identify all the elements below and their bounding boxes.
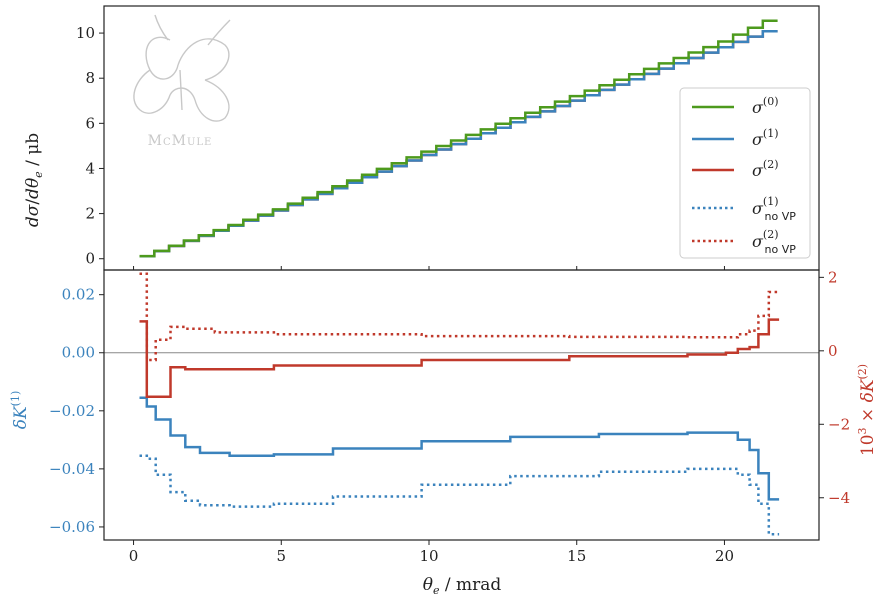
- bottom-panel-frame: [103, 269, 820, 541]
- bottom-left-y-tick-label: −0.02: [49, 402, 95, 420]
- logo-stroke: [154, 14, 169, 41]
- mcmule-logo-icon: [133, 14, 231, 122]
- series-line-dK2_novp: [139, 272, 780, 362]
- bottom-x-tick-label: 20: [715, 547, 734, 565]
- bottom-right-y-tick-label: −4: [828, 489, 850, 507]
- bottom-left-y-tick-label: 0.02: [62, 286, 95, 304]
- logo-stroke: [194, 79, 230, 122]
- logo-text: McMule: [148, 133, 213, 149]
- top-y-tick-label: 0: [85, 250, 95, 268]
- bottom-right-y-tick-label: 2: [828, 268, 838, 286]
- legend: σ(0) σ(1) σ(2) σ(1) no VP σ(2) no VP: [679, 87, 811, 259]
- legend-entry-sigma1: σ(1): [692, 127, 779, 149]
- series-line-sigma0: [139, 19, 778, 258]
- top-y-axis-label: dσ/dθe / μb: [23, 133, 45, 227]
- legend-box: [679, 87, 811, 259]
- series-line-dK2: [139, 318, 780, 398]
- logo-stroke: [133, 69, 171, 114]
- bottom-left-y-axis-label: δK(1): [9, 391, 31, 430]
- bottom-left-y-tick-label: −0.06: [49, 518, 95, 536]
- bottom-right-y-tick-label: 0: [828, 342, 838, 360]
- top-panel-axes: 0 2 4 6 8 10: [76, 24, 725, 270]
- top-panel-series: [139, 19, 778, 258]
- bottom-x-tick-label: 15: [567, 547, 586, 565]
- top-y-tick-label: 2: [85, 205, 95, 223]
- bottom-x-tick-label: 0: [129, 547, 139, 565]
- logo-stroke: [169, 87, 196, 101]
- legend-entry-sigma2-novp: σ(2) no VP: [692, 228, 796, 256]
- bottom-x-tick-label: 10: [419, 547, 438, 565]
- top-y-tick-label: 8: [85, 69, 95, 87]
- logo-stroke: [177, 38, 230, 81]
- top-y-tick-label: 10: [76, 24, 95, 42]
- x-axis-label: θe / mrad: [423, 575, 502, 597]
- bottom-x-tick-label: 5: [276, 547, 286, 565]
- series-line-dK1_novp: [139, 454, 780, 536]
- bottom-panel-series: [104, 272, 819, 536]
- bottom-right-y-tick-label: −2: [828, 415, 850, 433]
- bottom-left-y-tick-label: −0.04: [49, 460, 95, 478]
- logo-stroke: [145, 36, 179, 80]
- bottom-left-y-tick-label: 0.00: [62, 344, 95, 362]
- bottom-right-y-axis-label: 103 × δK(2): [856, 364, 878, 456]
- logo-stroke: [179, 69, 183, 111]
- series-line-dK1: [139, 396, 780, 501]
- logo-stroke: [207, 19, 231, 46]
- top-y-tick-label: 4: [85, 159, 95, 177]
- top-y-tick-label: 6: [85, 114, 95, 132]
